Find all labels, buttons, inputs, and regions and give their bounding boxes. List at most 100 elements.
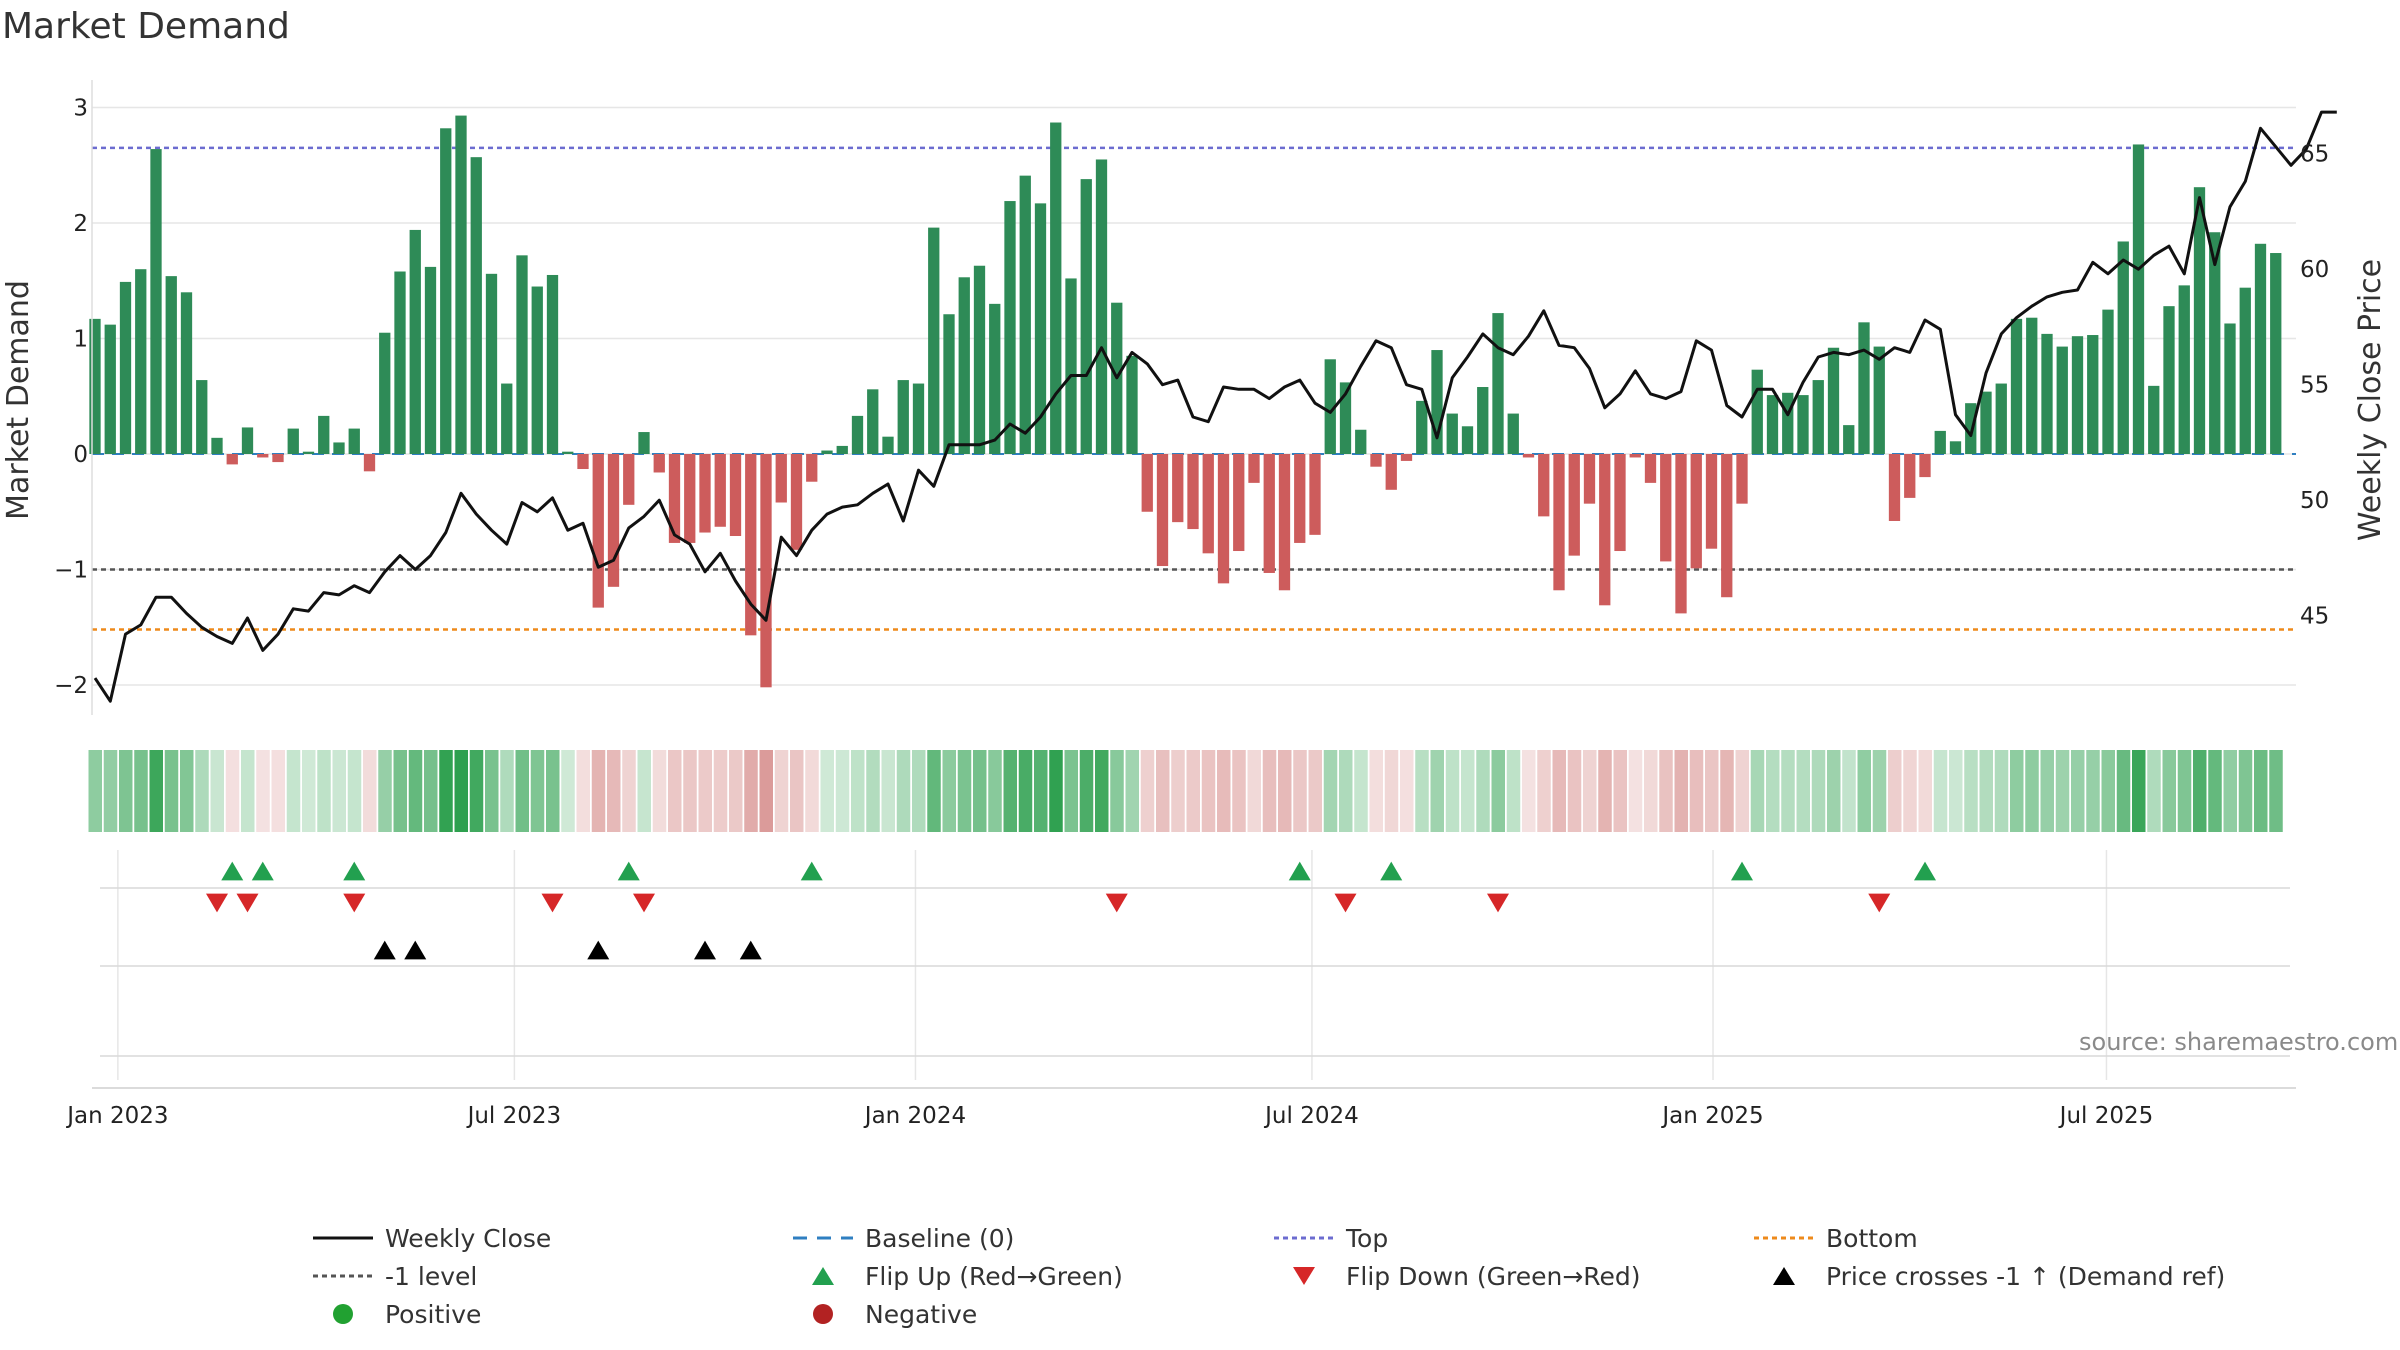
demand-bar	[653, 454, 665, 473]
legend-swatch	[333, 1304, 353, 1324]
demand-bar	[1477, 387, 1489, 454]
demand-bar	[973, 265, 986, 454]
flip-up-marker	[343, 861, 366, 881]
demand-bar	[226, 454, 238, 465]
demand-strip-cell	[1354, 750, 1368, 832]
demand-bar	[1721, 454, 1733, 598]
demand-strip-cell	[1537, 750, 1551, 832]
demand-bar	[1233, 454, 1245, 552]
demand-bar	[287, 428, 299, 454]
legend-swatch	[812, 1267, 834, 1285]
demand-strip-cell	[424, 750, 438, 832]
demand-bar	[363, 454, 376, 472]
demand-strip-cell	[2055, 750, 2070, 832]
demand-strip-cell	[515, 750, 529, 832]
demand-strip-cell	[2162, 750, 2176, 832]
legend-label: Baseline (0)	[865, 1224, 1014, 1253]
demand-strip-cell	[2132, 750, 2146, 832]
demand-strip-cell	[271, 750, 285, 832]
demand-bar	[1492, 313, 1504, 454]
demand-bar	[485, 273, 498, 454]
legend-item: -1 level	[313, 1262, 477, 1291]
demand-bar	[1156, 454, 1169, 567]
demand-strip-cell	[1872, 750, 1887, 832]
demand-bar	[2178, 285, 2190, 454]
demand-strip-cell	[2116, 750, 2131, 832]
weekly-close-line-group	[93, 110, 2337, 703]
demand-strip-cell	[1750, 750, 1765, 832]
demand-strip-cell	[241, 750, 255, 832]
demand-bar	[1172, 454, 1184, 523]
demand-bar	[882, 436, 894, 454]
flip-up-marker	[1288, 861, 1311, 881]
demand-strip-cell	[851, 750, 865, 832]
demand-strip-cell	[1583, 750, 1597, 832]
demand-bar	[729, 454, 742, 537]
demand-strip-cell	[1049, 750, 1063, 832]
demand-strip-cell	[378, 750, 392, 832]
demand-strip-cell	[1796, 750, 1810, 832]
demand-strip-cell	[1811, 750, 1826, 832]
reference-levels	[92, 146, 2296, 631]
demand-strip-cell	[1689, 750, 1704, 832]
demand-strip-cell	[1125, 750, 1139, 832]
demand-bar	[2117, 241, 2129, 454]
legend-swatch	[1293, 1267, 1315, 1285]
demand-strip-cell	[1034, 750, 1048, 832]
flip-up-marker	[1380, 861, 1403, 881]
demand-bar	[1644, 454, 1657, 483]
demand-strip-cell	[683, 750, 697, 832]
demand-bar	[1355, 429, 1367, 454]
demand-bar	[1278, 454, 1291, 591]
y-tick-label: −2	[54, 673, 88, 699]
demand-bar	[1248, 454, 1260, 483]
demand-bar	[897, 380, 909, 454]
demand-strip-cell	[546, 750, 560, 832]
demand-bar	[592, 454, 604, 608]
demand-strip-cell	[1430, 750, 1444, 832]
demand-strip-cell	[1705, 750, 1719, 832]
demand-bar	[119, 281, 132, 454]
demand-strip-cell	[1918, 750, 1932, 832]
demand-strip-cell	[774, 750, 789, 832]
demand-strip-cell	[2025, 750, 2039, 832]
demand-strip-cell	[927, 750, 941, 832]
demand-strip-cell	[210, 750, 224, 832]
demand-strip-cell	[1095, 750, 1109, 832]
demand-bar	[1217, 454, 1230, 584]
demand-strip-cell	[1018, 750, 1033, 832]
y2-axis-label: Weekly Close Price	[2353, 259, 2388, 541]
demand-strip-cell	[317, 750, 331, 832]
demand-strip-cell	[1262, 750, 1277, 832]
demand-bar	[2224, 323, 2236, 454]
demand-strip-cell	[180, 750, 194, 832]
demand-strip-cell	[1903, 750, 1917, 832]
legend-item: Negative	[813, 1300, 977, 1329]
demand-strip-cell	[713, 750, 728, 832]
demand-strip-cell	[1384, 750, 1399, 832]
y-tick-label: 2	[73, 211, 88, 237]
demand-strip-cell	[1735, 750, 1749, 832]
demand-strip-cell	[1598, 750, 1612, 832]
demand-bar	[1690, 454, 1702, 569]
source-note: source: sharemaestro.com	[2079, 1028, 2398, 1056]
demand-strip-cell	[195, 750, 209, 832]
axes: 3 2 1 0 −1 −2 65 60 55 50 45 Jan 2023 Jul 2023 Jan 20…	[54, 80, 2329, 1129]
demand-strip-cell	[469, 750, 484, 832]
demand-bar	[577, 454, 589, 470]
demand-bar	[1202, 454, 1214, 554]
demand-strip-cell	[1674, 750, 1688, 832]
demand-strip-cell	[1339, 750, 1353, 832]
demand-strip-cell	[1644, 750, 1658, 832]
x-tick-label: Jan 2024	[863, 1103, 966, 1129]
demand-bar	[1446, 413, 1458, 454]
demand-strip-cell	[912, 750, 926, 832]
demand-bar	[1568, 454, 1580, 556]
demand-bar	[1095, 159, 1108, 454]
legend-label: Positive	[385, 1300, 481, 1329]
demand-strip-cell	[668, 750, 682, 832]
x-tick-label: Jul 2023	[466, 1103, 562, 1129]
demand-strip-cell	[973, 750, 987, 832]
demand-strip-cell	[149, 750, 163, 832]
demand-strip-cell	[942, 750, 956, 832]
